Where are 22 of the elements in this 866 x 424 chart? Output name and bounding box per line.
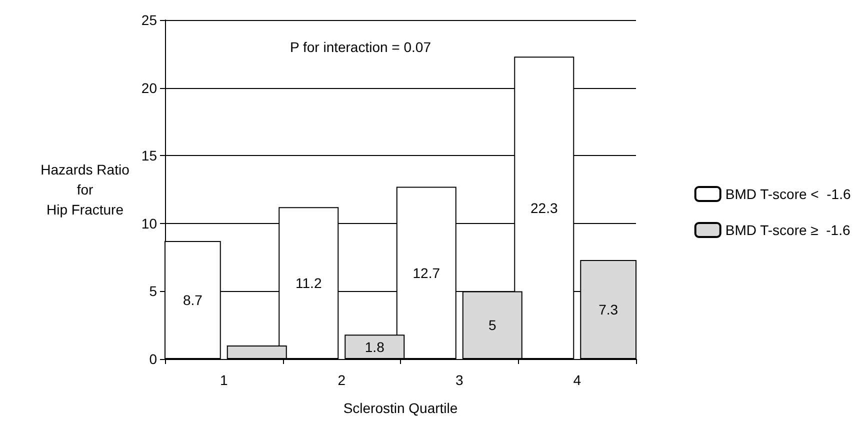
y-tick-label: 20: [141, 80, 158, 96]
data-label: 11.2: [296, 275, 322, 292]
annotation: P for interaction = 0.07: [290, 39, 432, 55]
x-axis-title: Sclerostin Quartile: [343, 400, 458, 416]
data-label: 7.3: [598, 302, 618, 318]
y-tick-label: 25: [141, 12, 158, 28]
y-tick-label: 0: [149, 351, 158, 367]
y-tick-label: 15: [141, 148, 158, 164]
legend-label: BMD T-score ≥ -1.6: [725, 222, 850, 238]
data-label: 12.7: [412, 264, 440, 281]
y-tick-label: 10: [141, 215, 158, 232]
y-axis-title: Hazards Ratio for Hip Fracture: [40, 162, 130, 218]
data-label: 8.7: [182, 292, 203, 308]
y-tick-label: 5: [149, 283, 158, 300]
data-label: 1.8: [364, 338, 385, 355]
x-tick-label: 3: [455, 372, 464, 388]
x-tick-label: 2: [338, 372, 346, 388]
legend-label: BMD T-score < -1.6: [725, 186, 851, 202]
x-tick-label: 1: [220, 372, 228, 388]
x-tick-label: 4: [573, 372, 582, 388]
data-label: 22.3: [530, 200, 558, 216]
data-label: 5: [488, 317, 496, 334]
